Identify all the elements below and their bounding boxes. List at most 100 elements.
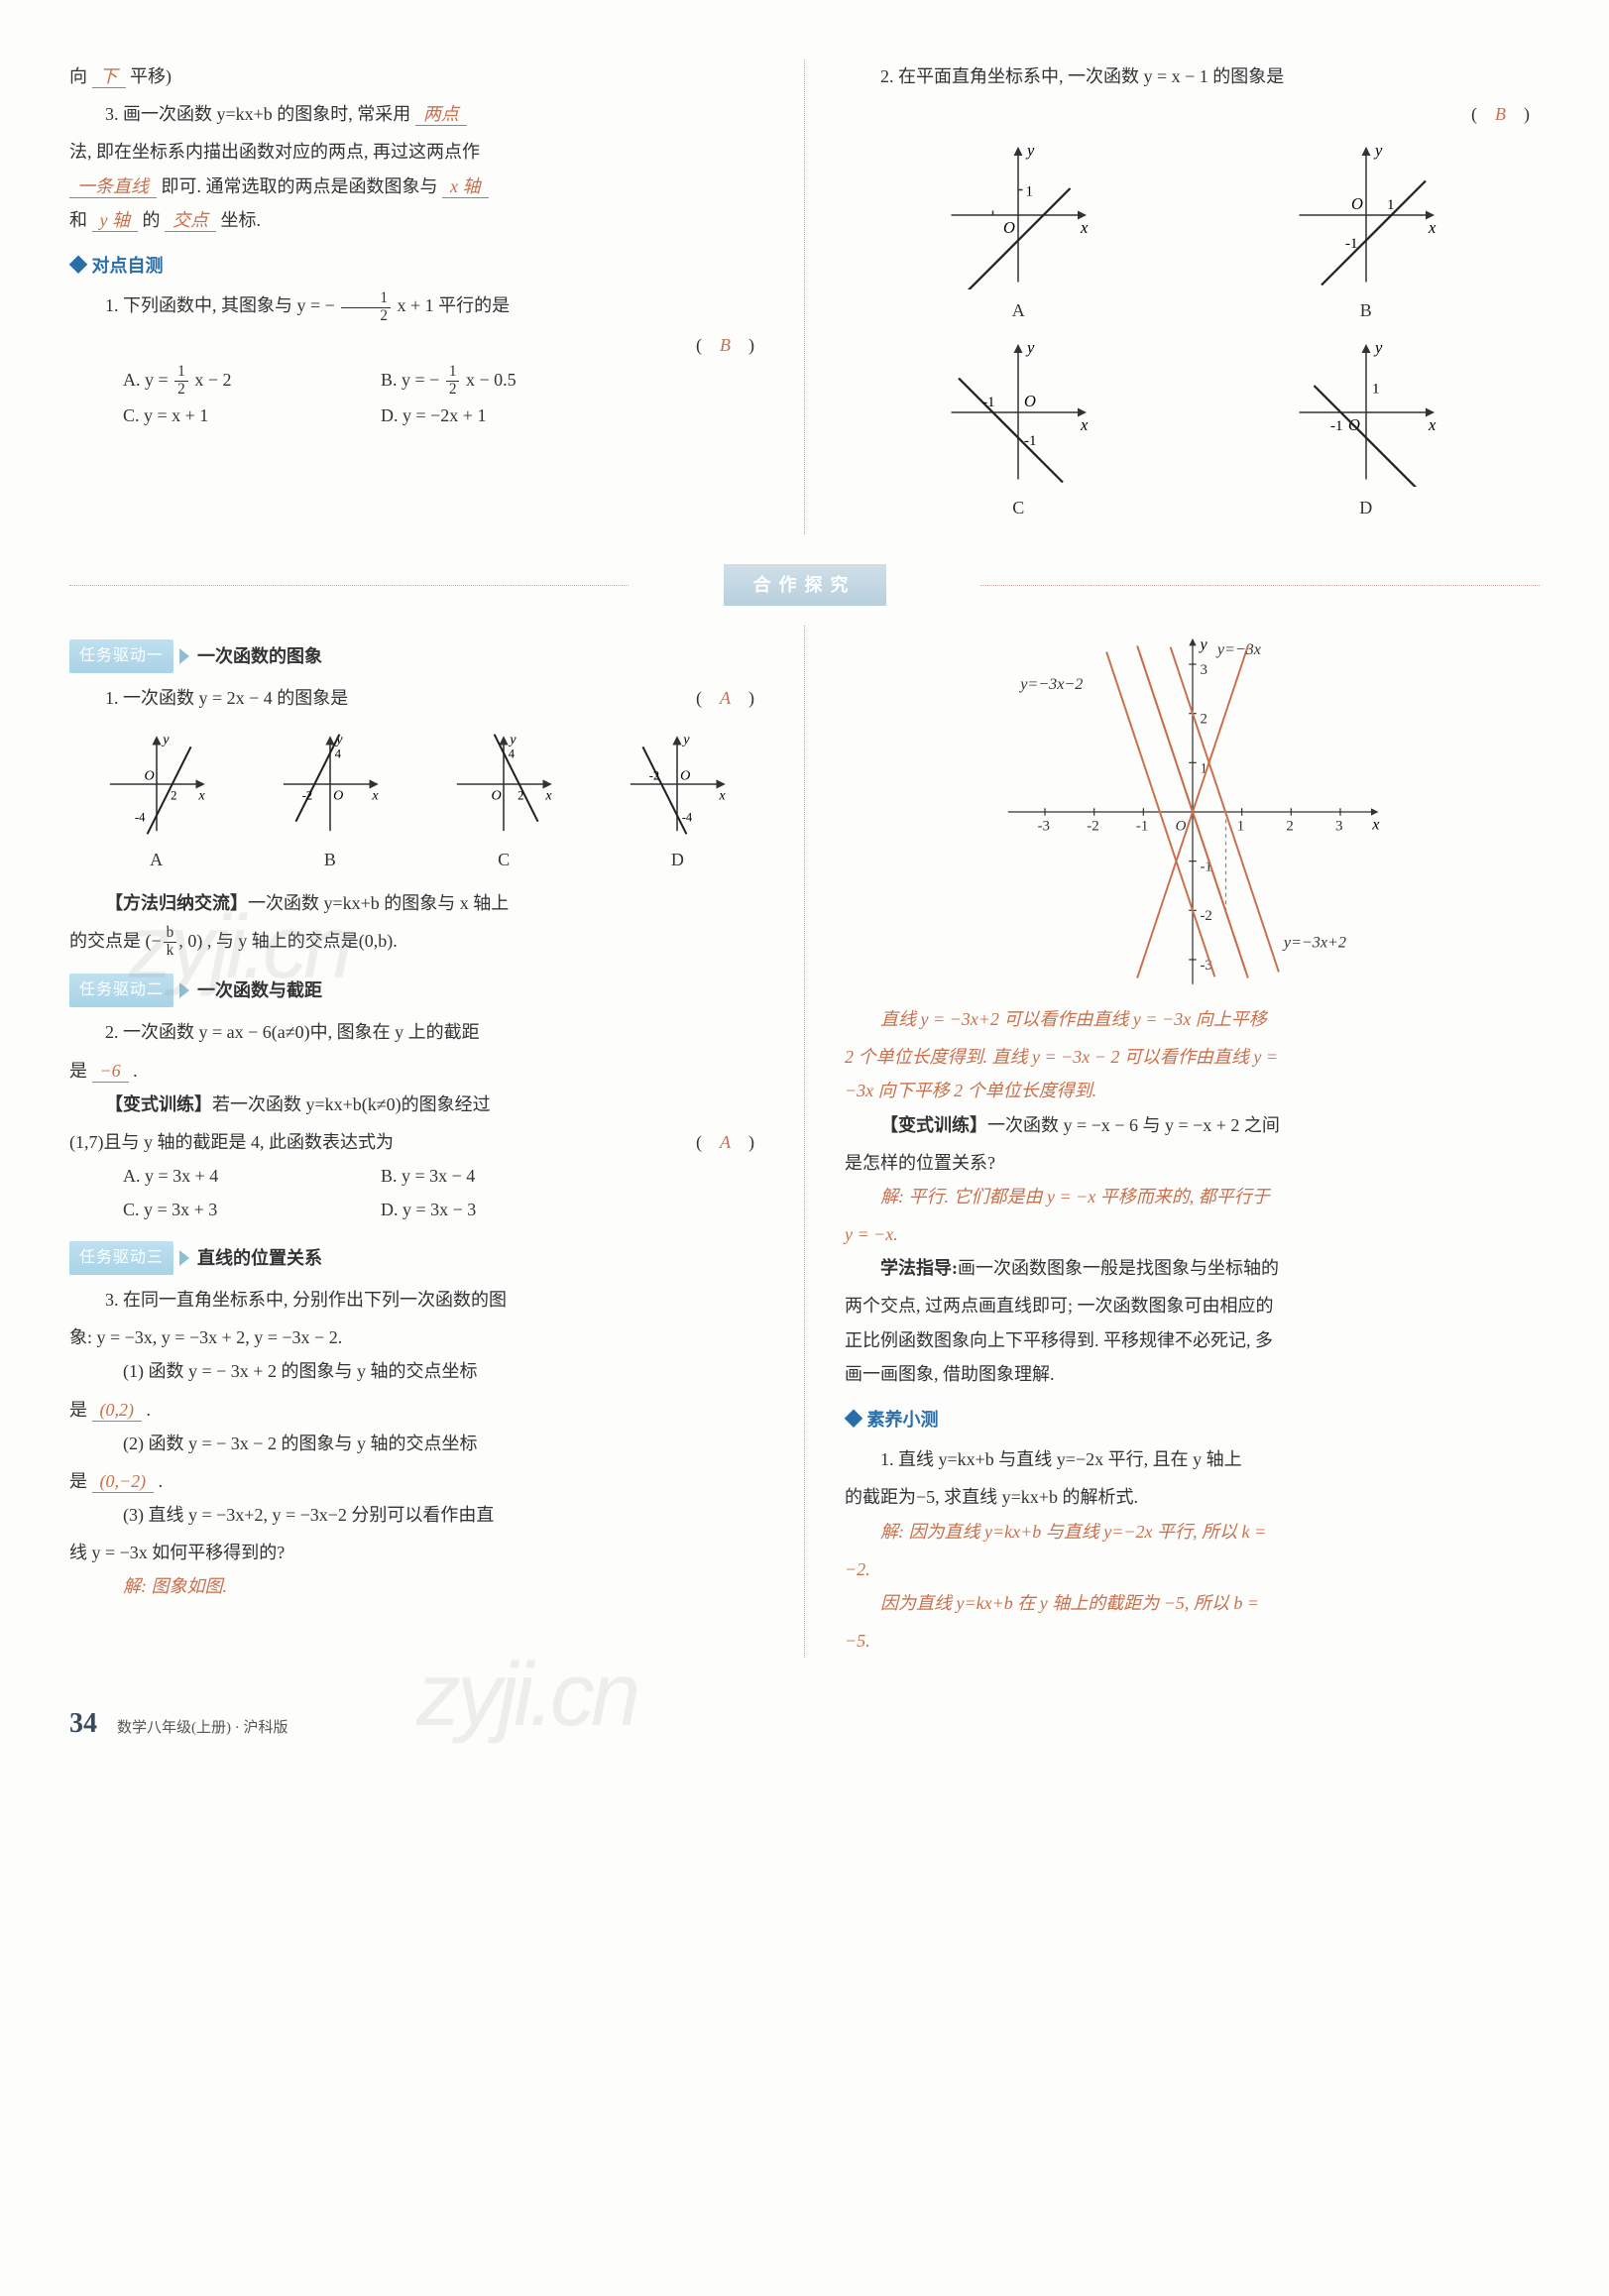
graph-D: x y O -1 1 D <box>1193 338 1541 524</box>
svg-text:-1: -1 <box>1024 433 1037 449</box>
svg-text:x: x <box>371 787 379 803</box>
svg-text:x: x <box>1428 218 1437 237</box>
axes-B: x y O 1 -1 <box>1292 141 1440 289</box>
svg-text:O: O <box>1175 819 1186 835</box>
svg-text:3: 3 <box>1200 662 1207 678</box>
mini-B: xyO-24 B <box>243 730 416 876</box>
svg-text:-2: -2 <box>1200 908 1211 924</box>
option-A: A. y = 12 x − 2 <box>123 363 301 399</box>
q2-text: 2. 在平面直角坐标系中, 一次函数 y = x − 1 的图象是 <box>845 59 1540 93</box>
option-B: B. y = − 12 x − 0.5 <box>381 363 559 399</box>
svg-text:4: 4 <box>509 746 516 760</box>
svg-text:x: x <box>197 787 205 803</box>
svg-text:2: 2 <box>171 788 176 802</box>
arrow-icon <box>179 1250 189 1266</box>
method-summary: 【方法归纳交流】一次函数 y=kx+b 的图象与 x 轴上 <box>69 886 764 920</box>
axes-C: x y O -1 -1 <box>944 338 1092 487</box>
point3-line3: 一条直线 即可. 通常选取的两点是函数图象与 x 轴 <box>69 170 764 203</box>
svg-text:y: y <box>1025 338 1035 357</box>
svg-text:y=−3x+2: y=−3x+2 <box>1281 934 1345 951</box>
method-guide: 学法指导:画一次函数图象一般是找图象与坐标轴的 <box>845 1251 1540 1285</box>
svg-text:y: y <box>1373 141 1383 160</box>
svg-text:1: 1 <box>1372 381 1380 397</box>
svg-text:O: O <box>333 787 343 803</box>
page-number: 34 <box>69 1697 97 1750</box>
svg-text:y: y <box>682 732 691 747</box>
svg-text:y=−3x: y=−3x <box>1214 641 1261 658</box>
svg-text:-1: -1 <box>1345 236 1358 252</box>
svg-text:y: y <box>161 732 170 747</box>
blank-shift-dir: 下 <box>92 66 126 88</box>
s2-option-D: D. y = 3x − 3 <box>381 1193 559 1226</box>
footer-text: 数学八年级(上册) · 沪科版 <box>117 1714 288 1743</box>
svg-text:x: x <box>1428 415 1437 434</box>
q2-answer: B <box>1495 104 1506 124</box>
svg-text:y=−3x−2: y=−3x−2 <box>1018 676 1083 693</box>
task3-head: 任务驱动三 直线的位置关系 <box>69 1241 764 1275</box>
q2-graphs-row1: x y O 1 A x y O 1 -1 <box>845 141 1540 327</box>
s3-sub3: (3) 直线 y = −3x+2, y = −3x−2 分别可以看作由直 <box>69 1498 764 1532</box>
svg-text:1: 1 <box>1236 819 1243 835</box>
s2-options: A. y = 3x + 4 B. y = 3x − 4 C. y = 3x + … <box>123 1159 764 1226</box>
self-test-heading: 对点自测 <box>69 249 764 283</box>
blank-intersection: 交点 <box>165 210 216 232</box>
svg-text:O: O <box>681 767 691 783</box>
svg-text:1: 1 <box>1387 197 1395 213</box>
blank-y-axis: y 轴 <box>92 210 139 232</box>
svg-text:3: 3 <box>1335 819 1342 835</box>
arrow-icon <box>179 648 189 664</box>
graph-A: x y O 1 A <box>845 141 1193 327</box>
svg-text:-1: -1 <box>1135 819 1147 835</box>
axes-A: x y O 1 <box>944 141 1092 289</box>
s3-q3: 3. 在同一直角坐标系中, 分别作出下列一次函数的图 <box>69 1283 764 1317</box>
svg-text:y: y <box>1198 636 1207 653</box>
s3-sub2: (2) 函数 y = − 3x − 2 的图象与 y 轴的交点坐标 <box>69 1427 764 1460</box>
svg-text:x: x <box>545 787 553 803</box>
svg-text:x: x <box>719 787 727 803</box>
bottom-right-column: x y -3-2-1 O 123 321 -1-2-3 <box>804 626 1540 1658</box>
graph-B: x y O 1 -1 B <box>1193 141 1541 327</box>
page-footer: 34 数学八年级(上册) · 沪科版 <box>69 1697 1540 1750</box>
top-right-column: 2. 在平面直角坐标系中, 一次函数 y = x − 1 的图象是 ( B ) … <box>804 59 1540 534</box>
task1-head: 任务驱动一 一次函数的图象 <box>69 639 764 673</box>
svg-text:-1: -1 <box>982 395 995 410</box>
mini-D: xyO-2-4 D <box>591 730 764 876</box>
quiz-heading: 素养小测 <box>845 1403 1540 1436</box>
mini-A: xyO2-4 A <box>69 730 243 876</box>
svg-text:x: x <box>1080 415 1089 434</box>
s2-option-C: C. y = 3x + 3 <box>123 1193 301 1226</box>
svg-text:2: 2 <box>1286 819 1293 835</box>
blank-one-line: 一条直线 <box>69 176 157 198</box>
axes-D: x y O -1 1 <box>1292 338 1440 487</box>
option-D: D. y = −2x + 1 <box>381 399 559 432</box>
top-left-column: 向 下 平移) 3. 画一次函数 y=kx+b 的图象时, 常采用 两点 法, … <box>69 59 764 534</box>
svg-text:-1: -1 <box>1330 418 1343 434</box>
svg-text:O: O <box>144 767 154 783</box>
blank-intercept: −6 <box>92 1061 129 1083</box>
svg-text:-2: -2 <box>649 768 659 782</box>
s2-q2: 2. 一次函数 y = ax − 6(a≠0)中, 图象在 y 上的截距 <box>69 1015 764 1049</box>
svg-text:O: O <box>1003 218 1015 237</box>
graph-C: x y O -1 -1 C <box>845 338 1193 524</box>
shift-explain-1: 直线 y = −3x+2 可以看作由直线 y = −3x 向上平移 <box>845 1002 1540 1036</box>
s3-sub1: (1) 函数 y = − 3x + 2 的图象与 y 轴的交点坐标 <box>69 1354 764 1388</box>
q1-text: 1. 下列函数中, 其图象与 y = − 1 2 x + 1 平行的是 <box>69 288 764 324</box>
blank-point2: (0,−2) <box>92 1471 155 1493</box>
r-variant: 【变式训练】一次函数 y = −x − 6 与 y = −x + 2 之间 <box>845 1108 1540 1142</box>
point3-line1: 3. 画一次函数 y=kx+b 的图象时, 常采用 两点 <box>69 97 764 131</box>
svg-text:4: 4 <box>335 746 342 760</box>
s1-mini-graphs: xyO2-4 A xyO-24 B xyO42 C xyO-2-4 D <box>69 730 764 876</box>
s3-sub3-sol: 解: 图象如图. <box>69 1569 764 1603</box>
point3-line4: 和 y 轴 的 交点 坐标. <box>69 203 764 237</box>
s2-option-A: A. y = 3x + 4 <box>123 1159 301 1193</box>
frac-half: 1 2 <box>341 290 391 325</box>
svg-text:-2: -2 <box>1087 819 1098 835</box>
point3-line2: 法, 即在坐标系内描出函数对应的两点, 再过这两点作 <box>69 135 764 169</box>
svg-text:x: x <box>1080 218 1089 237</box>
svg-text:2: 2 <box>517 788 523 802</box>
q2-graphs-row2: x y O -1 -1 C x y O -1 1 <box>845 338 1540 524</box>
svg-text:2: 2 <box>1200 712 1207 728</box>
svg-text:O: O <box>492 787 502 803</box>
method-summary-2: 的交点是 (−bk, 0) , 与 y 轴上的交点是(0,b). <box>69 924 764 960</box>
option-C: C. y = x + 1 <box>123 399 301 432</box>
